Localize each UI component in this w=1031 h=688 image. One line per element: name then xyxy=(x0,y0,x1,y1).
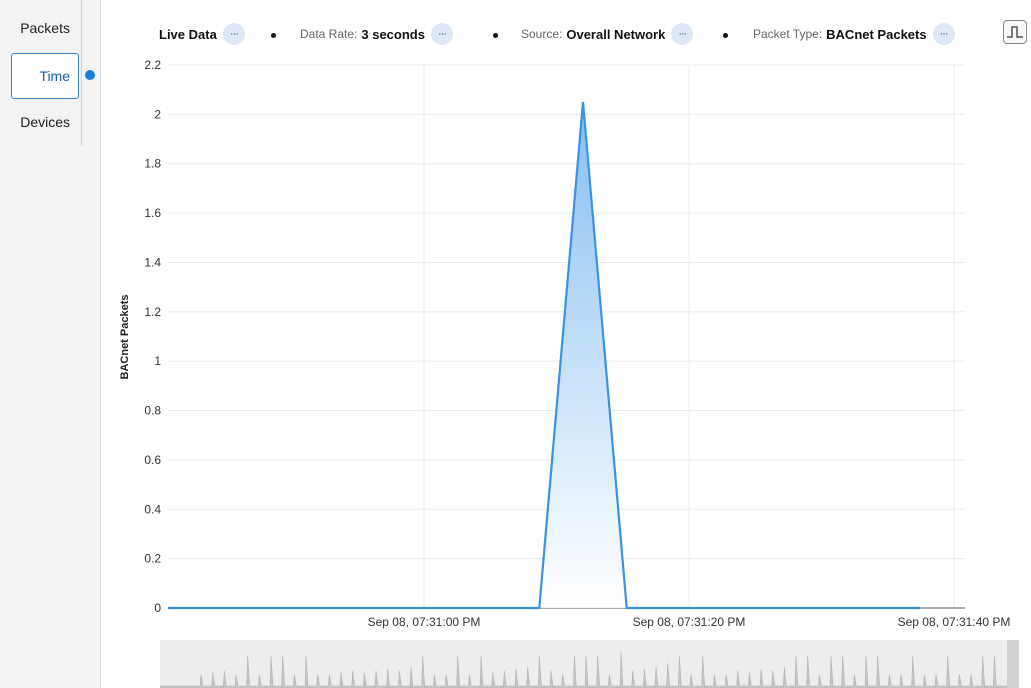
left-rail: Packets Time Devices xyxy=(0,0,101,688)
active-tab-indicator xyxy=(85,70,95,80)
y-tick-label: 2.2 xyxy=(144,58,161,72)
x-tick-label: Sep 08, 07:31:40 PM xyxy=(898,615,1011,629)
step-chart-toggle-button[interactable] xyxy=(1003,20,1027,44)
tab-devices[interactable]: Devices xyxy=(10,108,78,136)
live-data-more-button[interactable]: ··· xyxy=(222,23,245,45)
y-tick-label: 2 xyxy=(154,107,161,121)
y-tick-label: 0.6 xyxy=(144,453,161,467)
separator-dot xyxy=(271,33,276,38)
y-axis-label: BACnet Packets xyxy=(119,295,131,380)
source-more-button[interactable]: ··· xyxy=(671,23,694,45)
separator-dot xyxy=(493,33,498,38)
series-line xyxy=(168,101,920,610)
tab-time-label: Time xyxy=(39,68,70,84)
y-tick-label: 0 xyxy=(154,601,161,615)
separator-dot xyxy=(723,33,728,38)
tab-devices-label: Devices xyxy=(20,114,70,130)
packet-type-value: BACnet Packets xyxy=(826,26,927,42)
tab-time[interactable]: Time xyxy=(11,53,79,99)
y-tick-label: 1.6 xyxy=(144,206,161,220)
live-data-label: Live Data xyxy=(159,26,217,42)
time-chart: 0 0.2 0.4 0.6 0.8 1 1.2 1.4 1.6 1.8 2 2.2 Sep 08, 07… xyxy=(119,58,1011,629)
overview-sparkline xyxy=(160,651,1019,688)
overview-scroll-handle[interactable] xyxy=(1007,640,1019,688)
y-tick-label: 1.8 xyxy=(144,157,161,171)
chart-toolbar: Live Data ··· Data Rate: 3 seconds ··· S… xyxy=(101,16,1031,52)
data-rate-label: Data Rate: xyxy=(300,27,358,41)
packet-type-label: Packet Type: xyxy=(753,27,823,41)
data-rate-value: 3 seconds xyxy=(361,26,425,42)
y-tick-label: 0.4 xyxy=(144,502,161,516)
y-tick-label: 0.8 xyxy=(144,404,161,418)
packet-type-more-button[interactable]: ··· xyxy=(932,23,955,45)
overview-navigator[interactable] xyxy=(160,640,1019,688)
x-tick-label: Sep 08, 07:31:20 PM xyxy=(633,615,746,629)
overview-spikes xyxy=(160,651,1019,688)
y-tick-label: 1 xyxy=(154,354,161,368)
packet-type-group: Packet Type: BACnet Packets ··· xyxy=(753,23,955,45)
y-tick-label: 0.2 xyxy=(144,552,161,566)
x-tick-label: Sep 08, 07:31:00 PM xyxy=(368,615,481,629)
source-label: Source: xyxy=(521,27,563,41)
tab-packets[interactable]: Packets xyxy=(10,14,78,42)
live-data-group: Live Data ··· xyxy=(159,23,245,45)
source-value: Overall Network xyxy=(566,26,666,42)
tab-packets-label: Packets xyxy=(20,20,70,36)
data-rate-group: Data Rate: 3 seconds ··· xyxy=(300,23,453,45)
y-tick-label: 1.2 xyxy=(144,305,161,319)
view-tabs: Packets Time Devices xyxy=(0,0,82,146)
source-group: Source: Overall Network ··· xyxy=(521,23,694,45)
series-area xyxy=(168,102,920,608)
y-tick-label: 1.4 xyxy=(144,255,161,269)
step-line-icon xyxy=(1007,26,1023,38)
data-rate-more-button[interactable]: ··· xyxy=(430,23,453,45)
